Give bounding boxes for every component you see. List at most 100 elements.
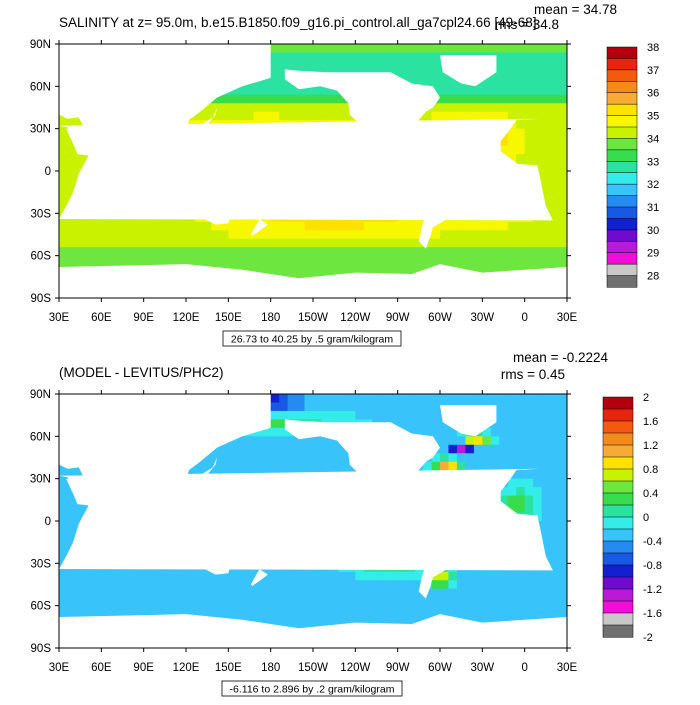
field-cell (397, 402, 407, 412)
field-cell (304, 588, 314, 598)
x-tick-label: 30W (471, 312, 495, 324)
field-cell (406, 605, 416, 615)
field-cell (372, 60, 382, 70)
field-cell (550, 60, 560, 70)
field-cell (270, 52, 280, 62)
field-cell (228, 588, 238, 598)
colorbar-label: 0.4 (643, 488, 658, 500)
field-cell (270, 419, 280, 429)
field-cell (499, 69, 509, 79)
field-cell (524, 94, 534, 104)
field-cell (558, 478, 567, 488)
field-cell (448, 427, 458, 437)
field-cell (414, 614, 424, 624)
field-cell (507, 52, 517, 62)
field-cell (397, 60, 407, 70)
field-cell (84, 247, 94, 257)
field-cell (465, 86, 475, 96)
field-cell (516, 580, 526, 590)
y-tick-label: 30N (30, 124, 51, 136)
field-cell (270, 103, 280, 113)
field-cell (550, 402, 560, 412)
field-cell (558, 137, 567, 147)
field-cell (482, 264, 492, 274)
field-cell (296, 44, 306, 54)
field-cell (499, 571, 509, 581)
field-cell (550, 537, 560, 547)
field-cell (75, 580, 85, 590)
field-cell (558, 128, 567, 138)
field-cell (482, 394, 492, 404)
field-cell (270, 221, 280, 231)
y-tick-label: 60S (31, 601, 52, 613)
field-cell (355, 580, 365, 590)
field-cell (253, 461, 263, 471)
field-cell (465, 111, 475, 121)
field-cell (558, 436, 567, 446)
field-cell (465, 571, 475, 581)
field-cell (372, 614, 382, 624)
field-cell (389, 247, 399, 257)
field-cell (313, 614, 323, 624)
field-cell (169, 221, 179, 231)
field-cell (465, 394, 475, 404)
field-cell (363, 410, 373, 420)
field-cell (253, 453, 263, 463)
field-cell (507, 137, 517, 147)
field-cell (338, 605, 348, 615)
field-cell (482, 588, 492, 598)
field-cell (541, 187, 551, 197)
field-cell (507, 444, 517, 454)
field-cell (338, 264, 348, 274)
field-cell (59, 204, 69, 214)
field-cell (355, 221, 365, 231)
field-cell (473, 86, 483, 96)
field-cell (406, 44, 416, 54)
field-cell (279, 453, 289, 463)
field-cell (490, 597, 500, 607)
field-cell (533, 52, 543, 62)
colorbar-swatch (606, 149, 638, 162)
field-cell (533, 154, 543, 164)
field-cell (228, 264, 238, 274)
field-cell (346, 221, 356, 231)
field-cell (177, 238, 187, 248)
field-cell (516, 470, 526, 480)
field-cell (219, 588, 229, 598)
field-cell (321, 238, 331, 248)
land-arabia (66, 128, 98, 153)
field-cell (228, 111, 238, 121)
field-cell (219, 111, 229, 121)
field-cell (346, 52, 356, 62)
field-cell (279, 597, 289, 607)
field-cell (228, 255, 238, 265)
field-cell (321, 86, 331, 96)
field-cell (346, 264, 356, 274)
field-cell (363, 605, 373, 615)
field-cell (211, 588, 221, 598)
field-cell (194, 111, 204, 121)
field-cell (550, 111, 560, 121)
field-cell (75, 255, 85, 265)
field-cell (321, 60, 331, 70)
field-cell (499, 60, 509, 70)
field-cell (67, 487, 77, 497)
field-cell (118, 588, 128, 598)
axis-ticks: 30E 60E 90E 120E 150E 180 150W 120W 90W 60W 30W 0 30… (30, 389, 578, 674)
land-eurasia (59, 44, 271, 160)
field-cell (448, 247, 458, 257)
colorbar-label: 36 (647, 88, 659, 100)
colorbar-swatch (602, 552, 634, 566)
field-cell (152, 230, 162, 240)
field-cell (516, 103, 526, 113)
field-cell (558, 453, 567, 463)
field-cell (372, 221, 382, 231)
field-cell (541, 247, 551, 257)
field-cell (219, 605, 229, 615)
field-cell (431, 453, 441, 463)
field-cell (346, 238, 356, 248)
field-cell (490, 427, 500, 437)
field-cell (372, 238, 382, 248)
field-cell (541, 394, 551, 404)
field-cell (465, 580, 475, 590)
